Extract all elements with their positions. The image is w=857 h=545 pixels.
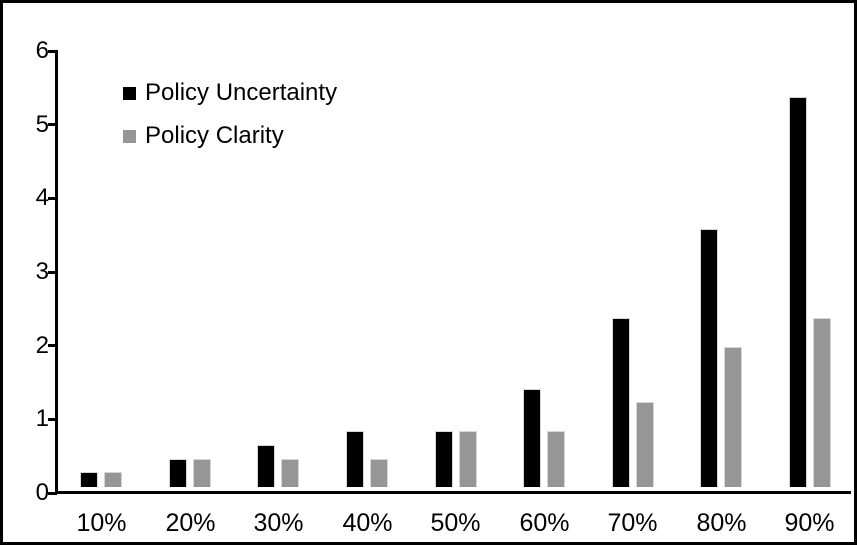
bar-policy-uncertainty-60% xyxy=(523,389,541,487)
bar-policy-clarity-60% xyxy=(547,431,565,487)
bar-policy-uncertainty-80% xyxy=(700,229,718,487)
x-tick-label-80%: 80% xyxy=(696,509,747,537)
x-tick-label-20%: 20% xyxy=(165,509,216,537)
bar-policy-clarity-10% xyxy=(104,472,122,487)
y-tick-mark-5 xyxy=(48,123,57,126)
bar-policy-clarity-40% xyxy=(370,459,388,487)
x-axis-line xyxy=(55,491,851,494)
y-tick-label-0: 0 xyxy=(35,479,49,506)
bar-policy-clarity-80% xyxy=(724,347,742,487)
x-tick-label-70%: 70% xyxy=(607,509,658,537)
y-tick-mark-3 xyxy=(48,271,57,274)
bar-policy-uncertainty-10% xyxy=(80,472,98,487)
y-tick-mark-0 xyxy=(48,492,57,495)
legend: Policy Uncertainty Policy Clarity xyxy=(123,78,337,164)
x-tick-label-40%: 40% xyxy=(342,509,393,537)
x-tick-label-90%: 90% xyxy=(784,509,835,537)
bar-policy-clarity-70% xyxy=(636,402,654,487)
bar-policy-uncertainty-20% xyxy=(169,459,187,487)
y-tick-label-4: 4 xyxy=(35,184,49,211)
y-tick-mark-4 xyxy=(48,197,57,200)
legend-label-policy-uncertainty: Policy Uncertainty xyxy=(145,79,338,106)
y-tick-mark-2 xyxy=(48,344,57,347)
legend-swatch-policy-clarity xyxy=(123,129,136,143)
y-axis-line xyxy=(55,50,58,494)
x-tick-label-10%: 10% xyxy=(76,509,127,537)
legend-item-policy-uncertainty: Policy Uncertainty xyxy=(123,78,337,108)
bar-policy-clarity-90% xyxy=(813,318,831,487)
x-tick-label-30%: 30% xyxy=(253,509,304,537)
bar-policy-clarity-30% xyxy=(281,459,299,487)
y-tick-label-5: 5 xyxy=(35,111,49,138)
bar-policy-uncertainty-90% xyxy=(789,97,807,487)
y-tick-label-2: 2 xyxy=(35,332,49,359)
y-tick-mark-6 xyxy=(48,50,57,53)
y-tick-label-6: 6 xyxy=(35,37,49,64)
x-tick-label-60%: 60% xyxy=(519,509,570,537)
y-tick-label-1: 1 xyxy=(35,405,49,432)
bar-policy-clarity-20% xyxy=(193,459,211,487)
bar-policy-uncertainty-70% xyxy=(612,318,630,487)
bar-policy-uncertainty-40% xyxy=(346,431,364,487)
y-tick-label-3: 3 xyxy=(35,258,49,285)
legend-label-policy-clarity: Policy Clarity xyxy=(145,122,284,149)
x-tick-label-50%: 50% xyxy=(430,509,481,537)
legend-swatch-policy-uncertainty xyxy=(123,86,136,100)
bar-policy-uncertainty-30% xyxy=(257,445,275,487)
bar-policy-uncertainty-50% xyxy=(435,431,453,487)
legend-item-policy-clarity: Policy Clarity xyxy=(123,121,337,151)
bar-policy-clarity-50% xyxy=(459,431,477,487)
y-tick-mark-1 xyxy=(48,418,57,421)
